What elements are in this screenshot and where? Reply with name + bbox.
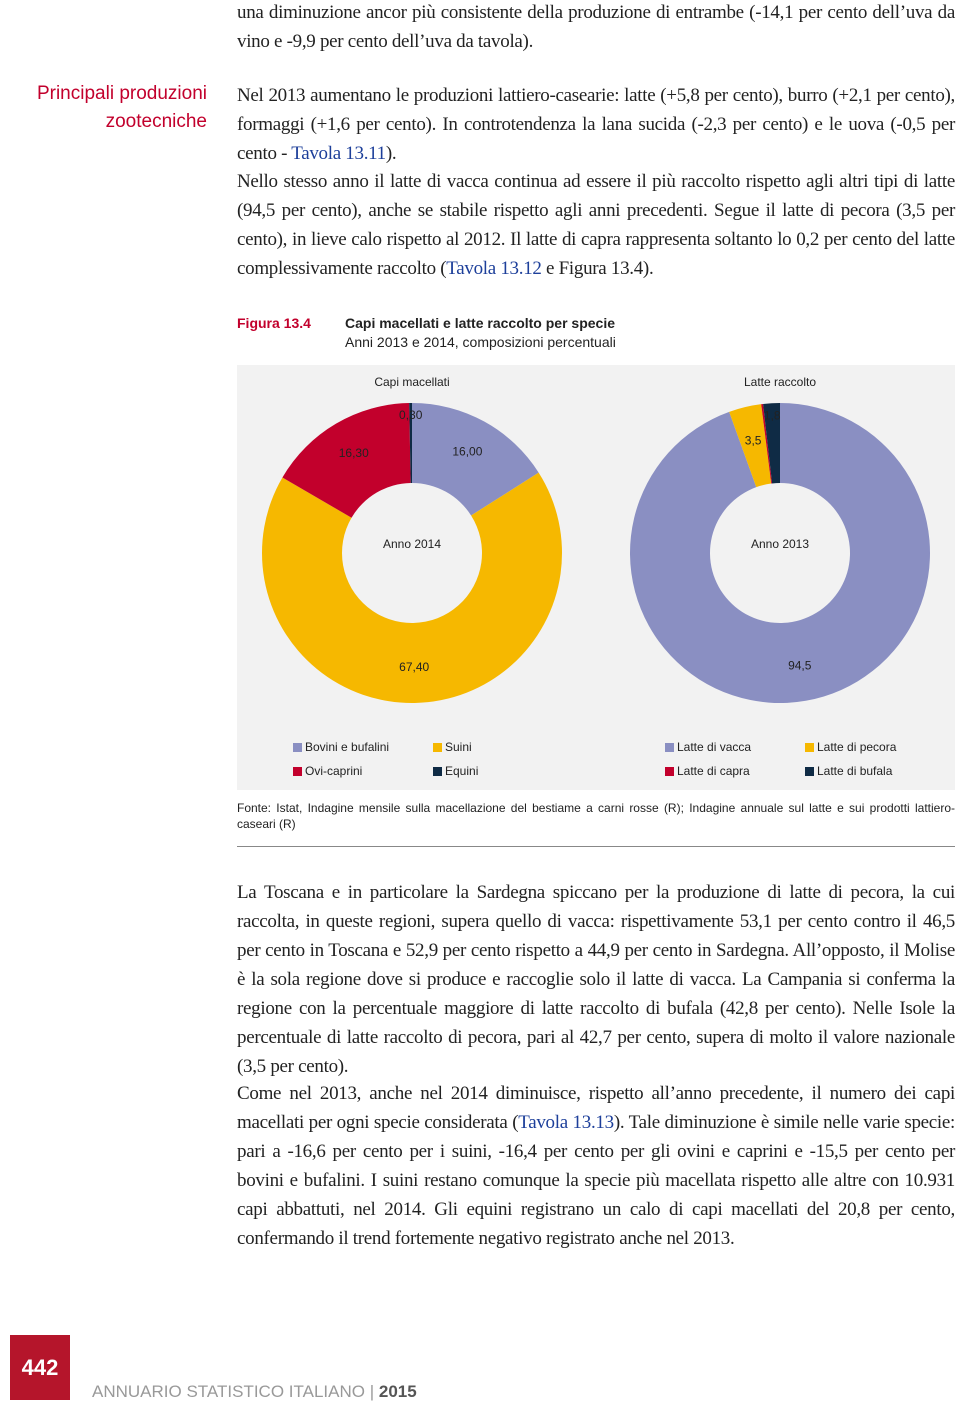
text: ).: [385, 143, 397, 164]
link: Tavola 13.11: [291, 143, 386, 164]
link: Tavola 13.12: [446, 258, 542, 279]
slice: [261, 472, 562, 703]
legend-label: Ovi-caprini: [305, 764, 362, 778]
footer: ANNUARIO STATISTICO ITALIANO | 2015: [92, 1382, 417, 1401]
legend-swatch: [433, 743, 442, 752]
value-label: 3,5: [745, 433, 762, 447]
legend-label: Latte di capra: [677, 764, 750, 778]
paragraph: La Toscana e in particolare la Sardegna …: [237, 878, 955, 1081]
slice: [763, 403, 780, 484]
figure-panel: Capi macellati 16,00 Bovini e bufalini 67,4…: [237, 365, 955, 790]
figure-title: Capi macellati e latte raccolto per spec…: [345, 315, 616, 331]
legend-label: Latte di pecora: [817, 740, 897, 754]
intro-paragraph: una diminuzione ancor più consistente de…: [237, 0, 955, 56]
text: una diminuzione ancor più consistente de…: [237, 2, 955, 52]
legend-swatch: [665, 767, 674, 776]
text: Nello stesso anno il latte di vacca cont…: [237, 171, 955, 279]
chart-title: Latte raccolto: [744, 375, 816, 389]
legend-label: Latte di bufala: [817, 764, 893, 778]
slice: [282, 403, 411, 518]
center-label: Anno 2014: [383, 537, 441, 551]
slice: [412, 403, 539, 516]
text: e Figura 13.4).: [541, 258, 654, 279]
text: Come nel 2013, anche nel 2014 diminuisce…: [237, 1083, 955, 1133]
value-label: 94,5: [788, 658, 812, 672]
legend-label: Equini: [445, 764, 478, 778]
value-label: 16,00: [452, 444, 482, 458]
legend-swatch: [665, 743, 674, 752]
slice: [630, 403, 930, 703]
chart-title: Capi macellati: [374, 375, 449, 389]
value-label: 0,30: [399, 408, 423, 422]
paragraph: Nel 2013 aumentano le produzioni lattier…: [237, 81, 955, 168]
legend-swatch: [805, 767, 814, 776]
text: Nel 2013 aumentano le produzioni lattier…: [237, 85, 955, 164]
slice: [729, 404, 772, 488]
paragraph: Nello stesso anno il latte di vacca cont…: [237, 167, 955, 283]
slice: [409, 403, 412, 484]
value-label: 16,30: [339, 446, 369, 460]
legend-swatch: [293, 743, 302, 752]
legend-swatch: [433, 767, 442, 776]
page-number: 442: [10, 1335, 70, 1400]
legend-swatch: [805, 743, 814, 752]
legend-label: Bovini e bufalini: [305, 740, 389, 754]
figure-label: Figura 13.4: [237, 315, 311, 331]
publication: ANNUARIO STATISTICO ITALIANO: [92, 1382, 365, 1401]
paragraph: Come nel 2013, anche nel 2014 diminuisce…: [237, 1079, 955, 1253]
text: ). Tale diminuzione è simile nelle varie…: [237, 1112, 956, 1249]
value-label: 67,40: [399, 660, 429, 674]
figure-subtitle: Anni 2013 e 2014, composizioni percentua…: [345, 334, 616, 350]
slice: [761, 403, 773, 484]
separator: [237, 846, 955, 847]
legend-label: Suini: [445, 740, 472, 754]
section-heading: Principali produzioni zootecniche: [36, 83, 207, 132]
link: Tavola 13.13: [518, 1112, 614, 1133]
text: La Toscana e in particolare la Sardegna …: [237, 882, 955, 1077]
value-label: 1,8: [764, 408, 781, 422]
figure-source: Fonte: Istat, Indagine mensile sulla mac…: [237, 801, 955, 831]
center-label: Anno 2013: [751, 537, 809, 551]
year: 2015: [378, 1382, 417, 1401]
legend-label: Latte di vacca: [677, 740, 751, 754]
legend-swatch: [293, 767, 302, 776]
